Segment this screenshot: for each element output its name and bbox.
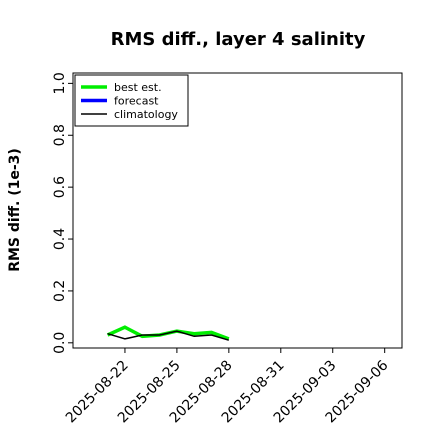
y-tick-label: 0.0 — [52, 332, 68, 354]
legend-label: climatology — [114, 108, 178, 121]
plot-area — [72, 72, 403, 349]
series-line-climatology — [107, 330, 230, 341]
y-axis: 0.0 0.2 0.4 0.6 0.8 1.0 — [52, 72, 73, 354]
legend-label: best est. — [114, 81, 162, 94]
chart-title: RMS diff., layer 4 salinity — [111, 29, 366, 50]
series-lines — [106, 325, 230, 341]
x-axis: 2025-08-222025-08-252025-08-282025-08-31… — [63, 348, 392, 426]
y-tick-label: 0.4 — [52, 228, 68, 250]
y-tick-label: 0.6 — [52, 176, 68, 198]
y-axis-label: RMS diff. (1e-3) — [7, 148, 23, 272]
y-tick-label: 0.8 — [52, 124, 68, 146]
y-tick-label: 0.2 — [52, 280, 68, 302]
y-tick-label: 1.0 — [52, 72, 68, 94]
legend-label: forecast — [114, 95, 159, 108]
